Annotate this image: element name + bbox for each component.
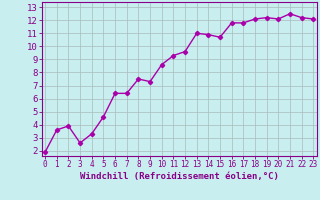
- X-axis label: Windchill (Refroidissement éolien,°C): Windchill (Refroidissement éolien,°C): [80, 172, 279, 181]
